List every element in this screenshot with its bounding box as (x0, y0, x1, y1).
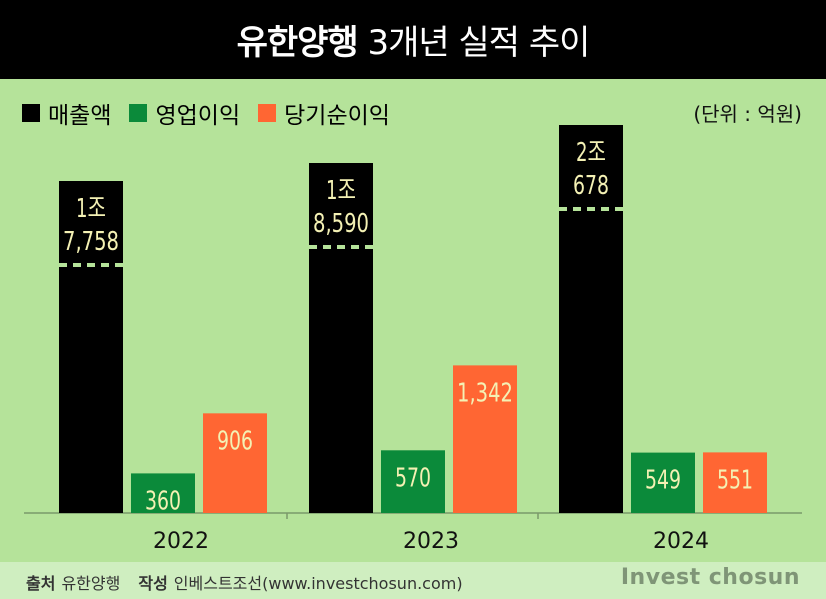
bar-revenue-2022 (59, 181, 123, 513)
data-label-operating-profit-2022: 360 (145, 486, 181, 516)
footer: 출처 유한양행 작성 인베스트조선(www.investchosun.com) Inv… (0, 562, 826, 599)
unit-label: (단위 : 억원) (693, 102, 802, 126)
legend-label-net-income: 당기순이익 (284, 103, 390, 129)
bar-operating-profit-2024 (631, 452, 695, 513)
bar-operating-profit-2022 (131, 473, 195, 513)
author-label: 작성 (138, 574, 168, 593)
data-label-revenue-2023-1: 8,590 (313, 209, 369, 239)
chart-title: 유한양행 3개년 실적 추이 (236, 15, 591, 64)
data-label-revenue-2024-1: 678 (573, 171, 609, 201)
data-label-operating-profit-2024: 549 (645, 466, 681, 496)
bar-net-income-2022 (203, 413, 267, 513)
legend-swatch-operating-profit (129, 104, 148, 122)
data-label-revenue-2022-0: 1조 (76, 194, 106, 224)
data-label-net-income-2024: 551 (717, 465, 753, 495)
data-label-net-income-2022: 906 (217, 426, 253, 456)
legend-item-net-income: 당기순이익 (258, 96, 390, 130)
legend-swatch-net-income (258, 104, 277, 122)
author-value: 인베스트조선(www.investchosun.com) (173, 574, 463, 593)
data-label-revenue-2024-0: 2조 (576, 138, 606, 168)
x-tick-label-2024: 2024 (653, 529, 709, 554)
bar-revenue-2024 (559, 125, 623, 513)
bar-operating-profit-2023 (381, 450, 445, 513)
bar-net-income-2024 (703, 452, 767, 513)
source-line: 출처 유한양행 작성 인베스트조선(www.investchosun.com) (26, 570, 463, 594)
source-value: 유한양행 (61, 574, 121, 593)
x-tick-label-2023: 2023 (403, 529, 459, 554)
data-label-operating-profit-2023: 570 (395, 463, 431, 493)
legend-label-revenue: 매출액 (48, 103, 112, 129)
data-label-net-income-2023: 1,342 (457, 378, 513, 408)
title-subject: 3개년 실적 추이 (357, 23, 590, 63)
data-label-revenue-2022-1: 7,758 (63, 227, 119, 257)
legend-item-operating-profit: 영업이익 (129, 96, 240, 130)
legend-label-operating-profit: 영업이익 (155, 103, 241, 129)
bar-chart: 1조7,75836090620221조8,5905701,34220232조67… (24, 125, 802, 554)
legend-item-revenue: 매출액 (22, 96, 111, 130)
x-tick-label-2022: 2022 (153, 529, 209, 554)
bar-revenue-2023 (309, 163, 373, 513)
source-label: 출처 (26, 574, 56, 593)
legend: 매출액 영업이익 당기순이익 (22, 96, 408, 130)
data-label-revenue-2023-0: 1조 (326, 176, 356, 206)
bar-net-income-2023 (453, 365, 517, 513)
title-company: 유한양행 (236, 23, 359, 63)
legend-swatch-revenue (22, 104, 40, 122)
title-bar: 유한양행 3개년 실적 추이 (0, 0, 826, 79)
brand-logo: Invest chosun (620, 565, 800, 590)
